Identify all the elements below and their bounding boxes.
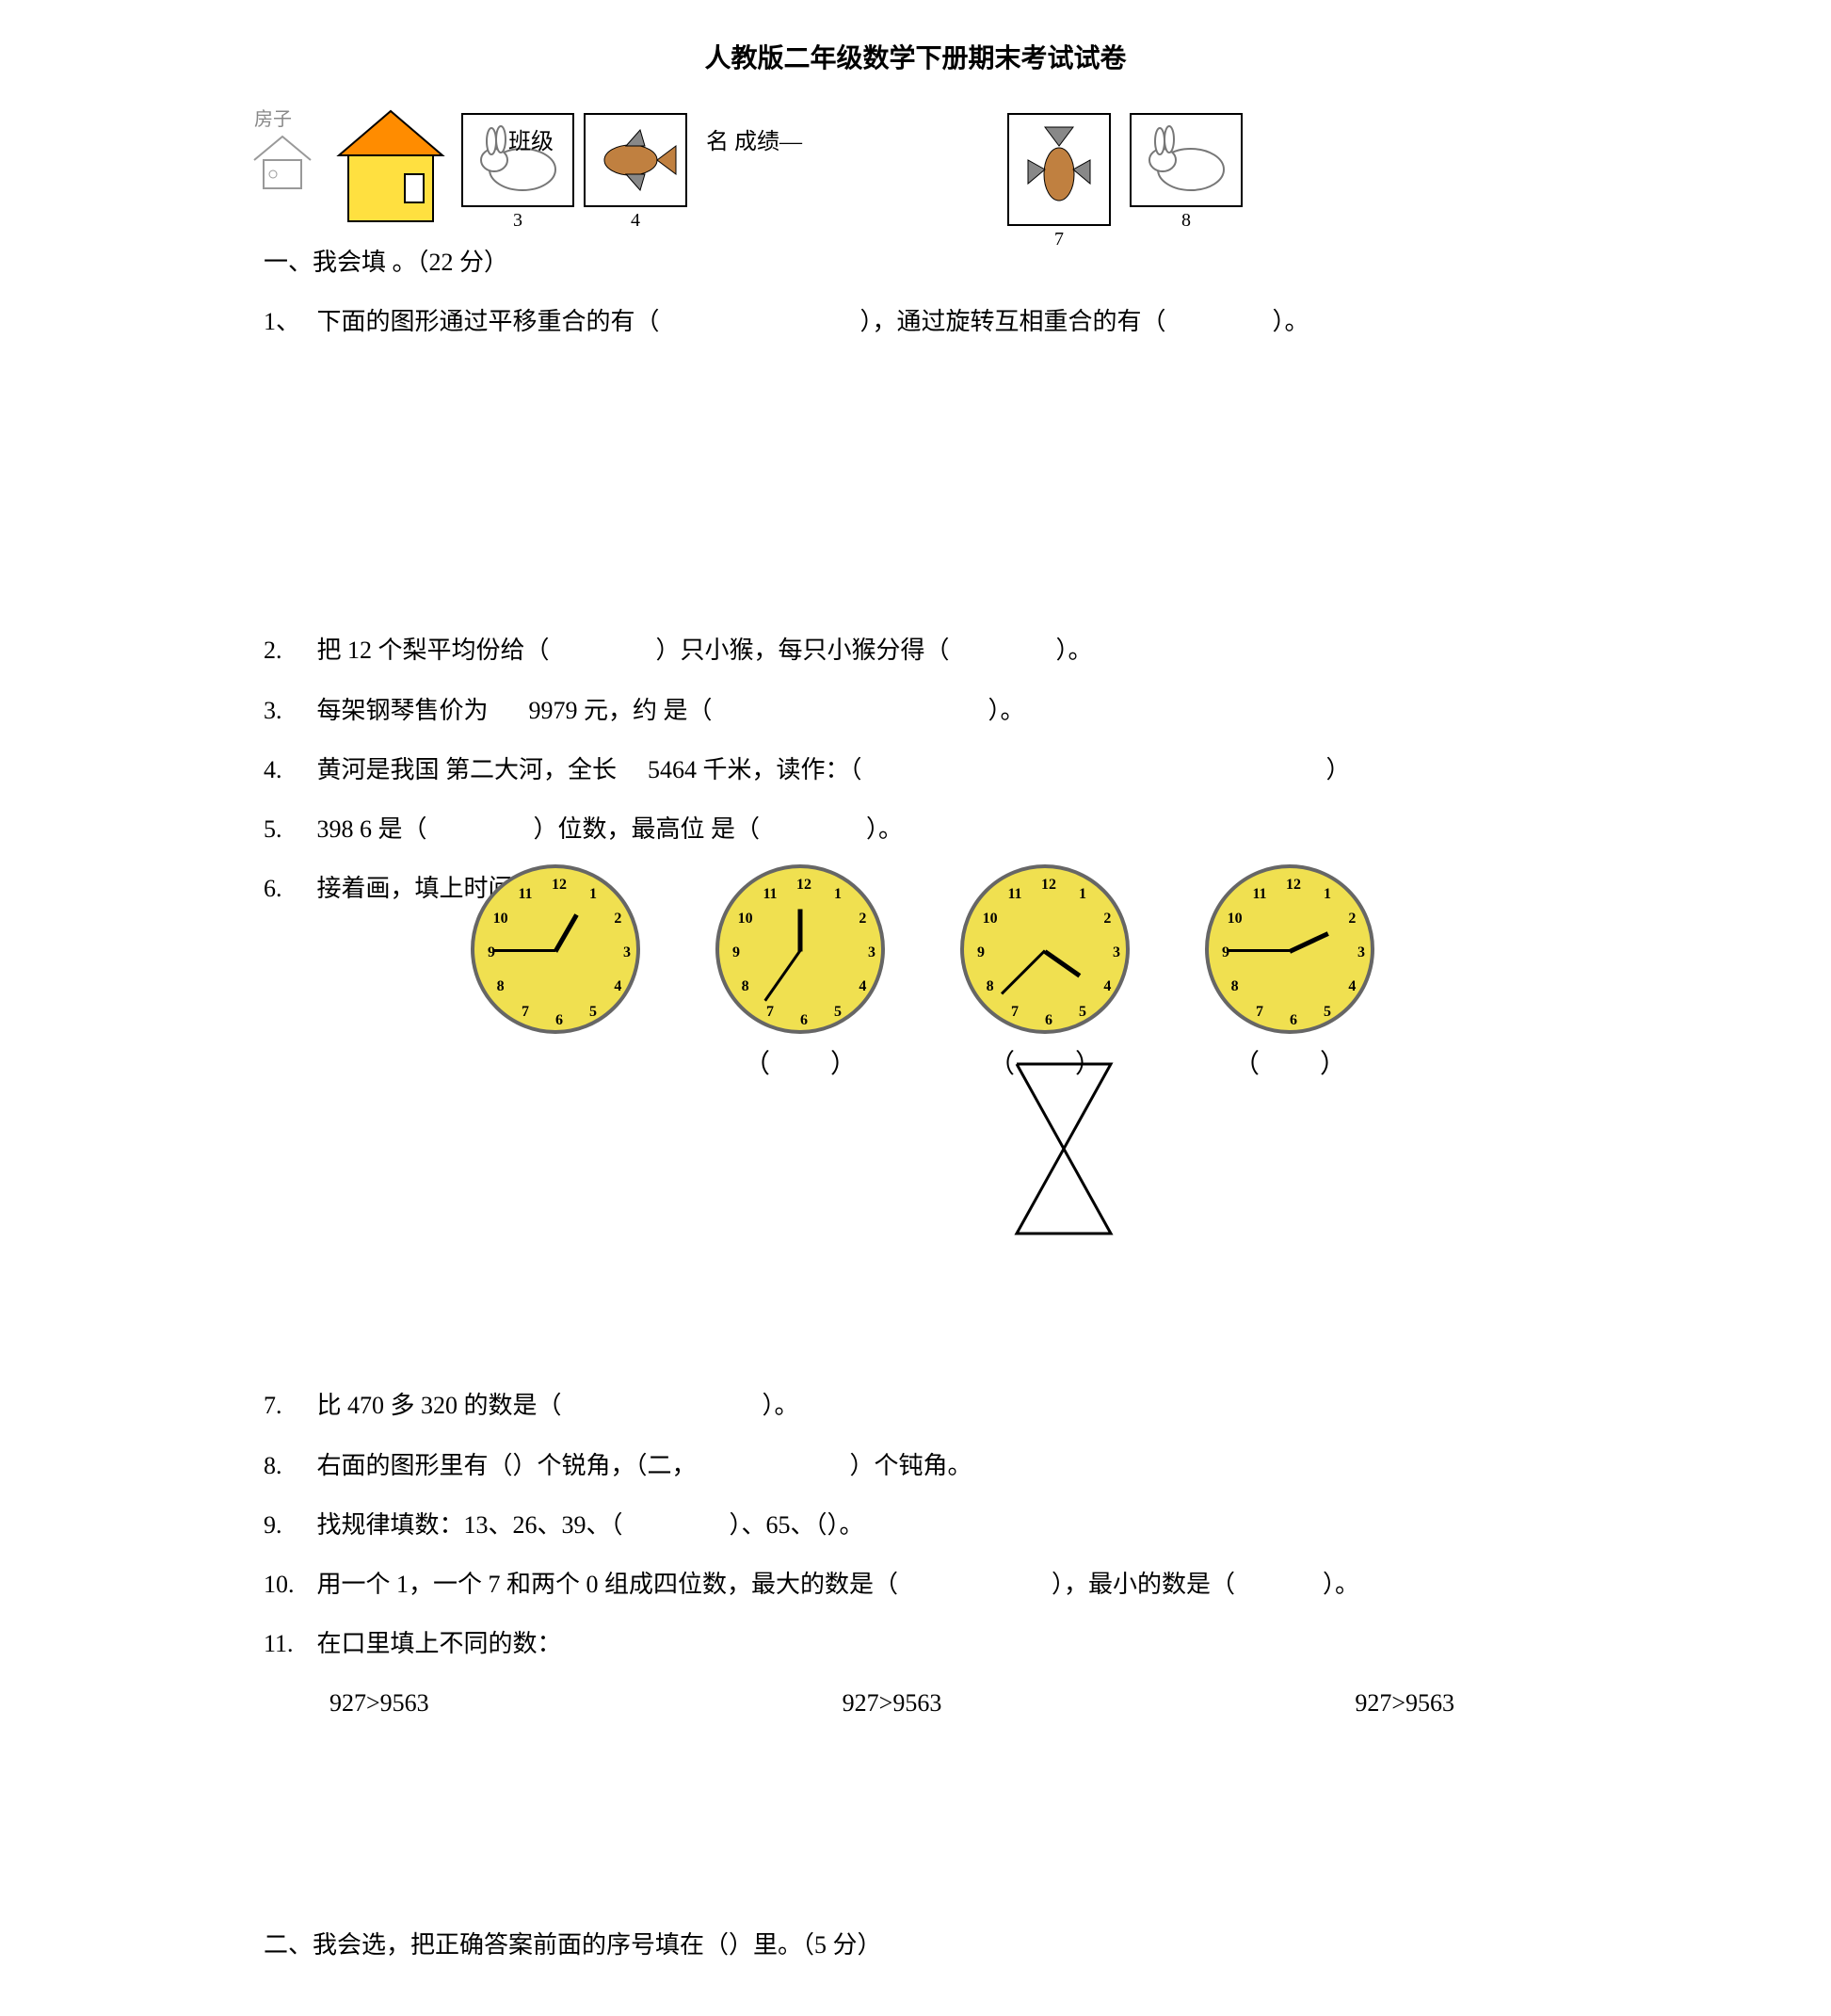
q4-num: 4. [264,743,311,797]
q8-num: 8. [264,1439,311,1492]
q3-text-c: ）。 [988,697,1025,724]
name-label: 名 成绩— [706,122,802,155]
q1-text-b: ），通过旋转互相重合的有（ [860,308,1166,335]
q10-text-c: ）。 [1323,1571,1359,1598]
q5-text-a: 398 6 是（ [317,815,427,843]
clock-paren-left: （ [744,1043,770,1081]
clocks-row: 123456789101112 123456789101112（） 12345678… [264,864,1567,1147]
q7-num: 7. [264,1379,311,1432]
q11-expressions: 927>9563 927>9563 927>9563 [264,1676,1567,1730]
q2-text-a: 把 12 个梨平均份给（ [317,637,550,664]
figure-4: 4 [584,113,687,207]
q7: 7. 比 470 多 320 的数是（ ）。 [264,1379,1567,1432]
section2-heading: 二、我会选，把正确答案前面的序号填在（）里。（5 分） [264,1918,1567,1972]
q10-text-a: 用一个 1，一个 7 和两个 0 组成四位数，最大的数是（ [317,1571,899,1598]
q8-text-b: ）个钝角。 [850,1452,972,1479]
q2-num: 2. [264,623,311,677]
figure-7: 7 [1007,113,1111,226]
clock-paren-right: ） [1320,1043,1346,1081]
q10-text-b: ），最小的数是（ [1052,1571,1235,1598]
fish-down-icon [1017,122,1101,217]
q9-text-b: ）、65、（）。 [730,1511,864,1539]
q11-num: 11. [264,1617,311,1670]
figure-4-label: 4 [631,210,640,232]
clock-paren-left: （ [1233,1043,1260,1081]
q11: 11. 在口里填上不同的数： [264,1617,1567,1670]
clock-3: 123456789101112（） [960,864,1130,1034]
q1-num: 1、 [264,295,311,348]
q11-expr-3: 927>9563 [1355,1676,1454,1730]
q7-text-a: 比 470 多 320 的数是（ [317,1392,562,1419]
q10-num: 10. [264,1557,311,1611]
q5: 5. 398 6 是（ ）位数，最高位 是（ ）。 [264,802,1567,856]
q3: 3. 每架钢琴售价为 9979 元，约 是（ ）。 [264,684,1567,737]
clock-paren-right: ） [830,1043,857,1081]
q5-text-c: ）。 [866,815,903,843]
q11-expr-1: 927>9563 [329,1676,429,1730]
figure-8: 8 [1130,113,1243,207]
q3-num: 3. [264,684,311,737]
q5-num: 5. [264,802,311,856]
q8: 8. 右面的图形里有（）个锐角，（二， ）个钝角。 [264,1439,1567,1492]
clock-2: 123456789101112（） [715,864,885,1034]
q1: 1、 下面的图形通过平移重合的有（ ），通过旋转互相重合的有（ ）。 [264,295,1567,348]
q1-text-a: 下面的图形通过平移重合的有（ [317,308,660,335]
class-label: 班级 [508,122,554,155]
q9: 9. 找规律填数：13、26、39、（ ）、65、（）。 [264,1498,1567,1552]
q9-text-a: 找规律填数：13、26、39、（ [317,1511,623,1539]
q4-text-a: 黄河是我国 第二大河，全长 [317,756,618,783]
house-sketch-icon [245,122,320,198]
q2: 2. 把 12 个梨平均份给（ ）只小猴，每只小猴分得（ ）。 [264,623,1567,677]
q8-text-a: 右面的图形里有（）个锐角，（二， [317,1452,697,1479]
clock-4: 123456789101112（） [1205,864,1374,1034]
q2-text-b: ）只小猴，每只小猴分得（ [656,637,950,664]
q2-text-c: ）。 [1056,637,1093,664]
rabbit-left-icon-2 [1139,122,1233,198]
figure-3-label: 3 [513,210,522,232]
q3-text-a: 每架钢琴售价为 [317,697,489,724]
q10: 10. 用一个 1，一个 7 和两个 0 组成四位数，最大的数是（ ），最小的数… [264,1557,1567,1611]
q5-text-b: ）位数，最高位 是（ [534,815,761,843]
q11-text: 在口里填上不同的数： [317,1630,562,1657]
hourglass-icon [1007,1055,1120,1243]
house-icon [329,104,452,226]
q4-text-c: ） [1326,756,1351,783]
clock-1: 123456789101112 [471,864,640,1034]
q4: 4. 黄河是我国 第二大河，全长 5464 千米，读作：（ ） [264,743,1567,797]
figure-8-label: 8 [1181,210,1191,232]
q4-text-b: 5464 千米，读作：（ [648,756,862,783]
fish-right-icon [593,122,678,198]
section1-heading: 一、我会填 。（22 分） [264,235,1567,289]
q1-text-c: ）。 [1273,308,1309,335]
q3-text-b: 9979 元，约 是（ [529,697,713,724]
q9-num: 9. [264,1498,311,1552]
q7-text-b: ）。 [763,1392,799,1419]
q11-expr-2: 927>9563 [843,1676,942,1730]
page-title: 人教版二年级数学下册期末考试试卷 [264,38,1567,75]
